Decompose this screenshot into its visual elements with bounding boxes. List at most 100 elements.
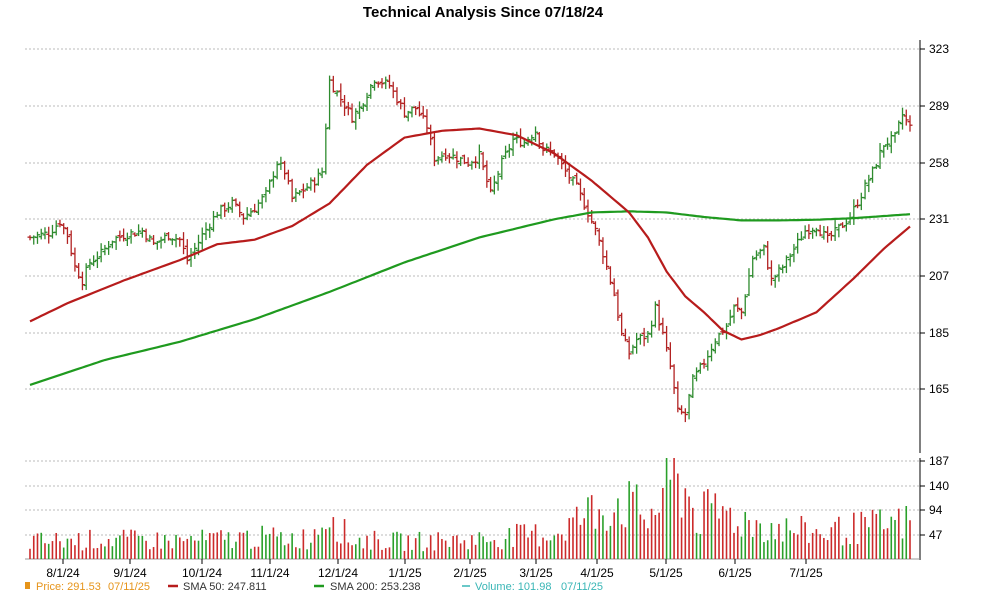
x-tick-label: 12/1/24 xyxy=(318,566,358,580)
ohlc-bar xyxy=(416,101,422,117)
x-tick-label: 1/1/25 xyxy=(388,566,422,580)
ohlc-bar xyxy=(143,228,149,243)
ohlc-bar xyxy=(435,156,441,165)
ohlc-bar xyxy=(753,250,759,261)
ohlc-bar xyxy=(652,301,658,328)
ohlc-bar xyxy=(124,232,130,247)
ohlc-bar xyxy=(615,289,621,321)
ohlc-bar xyxy=(476,144,482,169)
ohlc-bar xyxy=(664,325,670,352)
volume-tick-label: 94 xyxy=(929,503,943,517)
ohlc-bar xyxy=(383,76,389,90)
ohlc-bar xyxy=(596,228,602,246)
ohlc-bar xyxy=(761,244,767,256)
ohlc-bar xyxy=(626,336,632,360)
ohlc-bar xyxy=(592,221,598,236)
ohlc-bar xyxy=(222,202,228,217)
ohlc-bar xyxy=(645,331,651,343)
ohlc-bar xyxy=(87,258,93,270)
ohlc-bar xyxy=(353,108,359,130)
x-tick-label: 3/1/25 xyxy=(519,566,553,580)
ohlc-bar xyxy=(570,176,576,186)
ohlc-bar xyxy=(364,92,370,111)
ohlc-bar xyxy=(907,115,913,132)
ohlc-bar xyxy=(731,304,737,324)
volume-tick-label: 187 xyxy=(929,454,949,468)
ohlc-bar xyxy=(832,220,838,242)
volume-axis-ticks: 187 140 94 47 xyxy=(920,454,949,542)
ohlc-bar xyxy=(308,177,314,191)
ohlc-bar xyxy=(218,204,224,219)
volume-tick-label: 47 xyxy=(929,528,943,542)
ohlc-bar xyxy=(813,227,819,237)
ohlc-bar xyxy=(323,123,329,175)
ohlc-bar xyxy=(57,219,63,228)
ohlc-bar xyxy=(836,223,842,238)
ohlc-bar xyxy=(484,160,490,188)
ohlc-bar xyxy=(357,101,363,119)
price-tick-label: 231 xyxy=(929,212,949,226)
price-tick-label: 165 xyxy=(929,382,949,396)
x-tick-label: 7/1/25 xyxy=(789,566,823,580)
ohlc-bar xyxy=(488,176,494,193)
legend-price-label: Price: 291.53 xyxy=(36,581,101,593)
ohlc-bar xyxy=(79,271,85,291)
ohlc-bar xyxy=(656,299,662,331)
ohlc-bar xyxy=(742,294,748,317)
price-tick-label: 289 xyxy=(929,99,949,113)
ohlc-bar xyxy=(712,338,718,354)
ohlc-bar xyxy=(735,297,741,312)
ohlc-bar xyxy=(783,255,789,274)
ohlc-bar xyxy=(622,328,628,342)
ohlc-bar xyxy=(750,255,756,278)
ohlc-bar xyxy=(428,124,434,146)
ohlc-bar xyxy=(401,97,407,118)
ohlc-bar xyxy=(34,231,40,244)
ohlc-bar xyxy=(641,327,647,347)
ohlc-bar xyxy=(607,266,613,285)
ohlc-bar xyxy=(252,203,258,213)
ohlc-bar xyxy=(458,156,464,166)
price-axis-ticks: 323 289 258 231 207 185 165 xyxy=(920,42,949,396)
ohlc-bar xyxy=(42,227,48,240)
ohlc-bar xyxy=(810,227,816,239)
ohlc-bar xyxy=(91,255,97,267)
price-tick-label: 323 xyxy=(929,42,949,56)
ohlc-bar xyxy=(577,178,583,201)
legend-volume-date: 07/11/25 xyxy=(561,581,603,593)
ohlc-bar xyxy=(106,241,112,255)
ohlc-bar xyxy=(94,251,100,269)
chart-title: Technical Analysis Since 07/18/24 xyxy=(363,4,604,21)
ohlc-bar xyxy=(181,232,187,255)
ohlc-bar xyxy=(473,156,479,169)
x-tick-label: 10/1/24 xyxy=(182,566,222,580)
ohlc-bar xyxy=(873,163,879,170)
ohlc-bar xyxy=(866,174,872,193)
sma50-line xyxy=(29,127,911,341)
ohlc-bar xyxy=(900,107,906,130)
legend: Price: 291.53 07/11/25 SMA 50: 247.811 S… xyxy=(25,581,603,593)
ohlc-bar xyxy=(892,131,898,143)
ohlc-bar xyxy=(450,148,456,160)
x-tick-label: 2/1/25 xyxy=(453,566,487,580)
legend-sma50-label: SMA 50: 247.811 xyxy=(183,581,267,593)
ohlc-bar xyxy=(787,253,793,267)
ohlc-bar xyxy=(566,163,572,184)
ohlc-bar xyxy=(825,226,831,243)
ohlc-bar xyxy=(686,393,692,420)
ohlc-bar xyxy=(510,132,516,156)
ohlc-bar xyxy=(132,232,138,237)
ohlc-bar xyxy=(300,183,306,199)
price-tick-label: 207 xyxy=(929,269,949,283)
ohlc-bar xyxy=(772,274,778,288)
legend-price-swatch xyxy=(25,582,30,589)
ohlc-bar xyxy=(53,220,59,236)
ohlc-bar xyxy=(83,263,89,290)
ohlc-bar xyxy=(727,309,733,326)
x-tick-label: 8/1/24 xyxy=(46,566,80,580)
ohlc-bar xyxy=(817,224,823,237)
ohlc-bar xyxy=(694,367,700,382)
ohlc-bar xyxy=(139,227,145,238)
ohlc-bar xyxy=(574,172,580,185)
ohlc-bar xyxy=(375,81,381,88)
